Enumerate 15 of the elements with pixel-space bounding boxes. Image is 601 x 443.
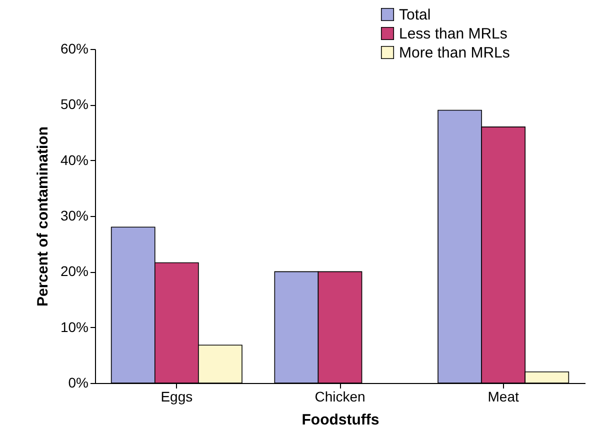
y-tick-label: 60% — [60, 40, 88, 56]
x-tick-label: Meat — [488, 388, 520, 404]
y-tick-label: 50% — [60, 96, 88, 112]
x-tick-label: Chicken — [314, 388, 366, 404]
y-tick-label: 10% — [60, 318, 88, 335]
legend-label: Total — [399, 6, 431, 24]
y-tick-label: 40% — [60, 152, 88, 168]
x-tick-label: Eggs — [160, 388, 193, 404]
legend-label: Less than MRLs — [399, 26, 508, 42]
legend-label: More than MRLs — [399, 44, 510, 62]
y-tick-label: 0% — [68, 374, 88, 390]
y-tick-label: 30% — [60, 208, 88, 224]
y-axis-title: Percent of contamination — [34, 126, 52, 307]
y-tick-label: 20% — [60, 263, 88, 280]
x-axis-title: Foodstuffs — [302, 412, 380, 428]
